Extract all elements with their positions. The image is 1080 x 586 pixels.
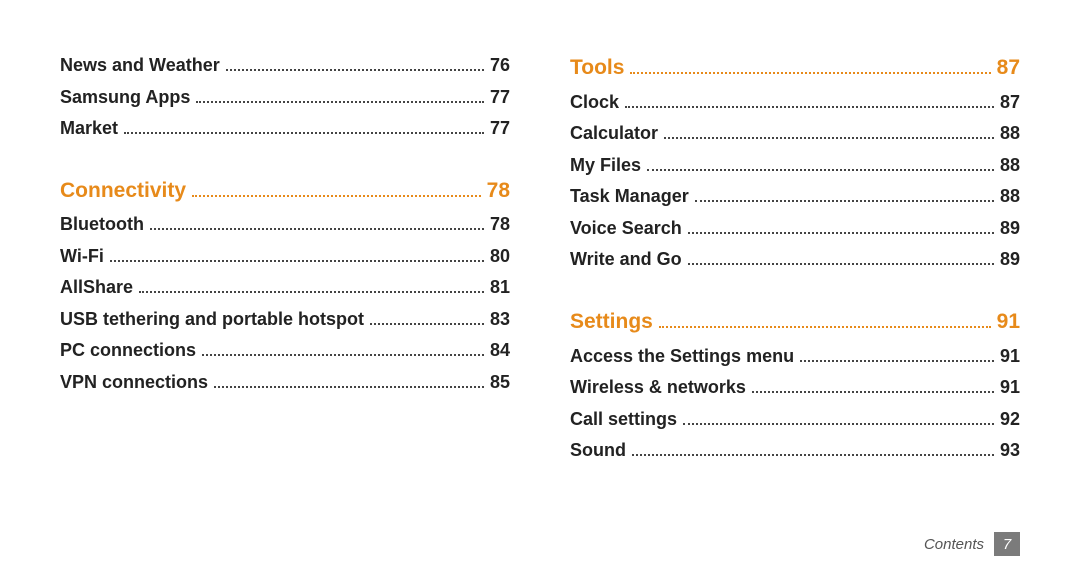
- toc-page-number: 83: [490, 304, 510, 336]
- toc-item-row[interactable]: My Files 88: [570, 150, 1020, 182]
- toc-item-label: Task Manager: [570, 181, 689, 213]
- toc-section-row[interactable]: Connectivity 78: [60, 173, 510, 210]
- toc-page-number: 91: [1000, 372, 1020, 404]
- toc-item-row[interactable]: Access the Settings menu 91: [570, 341, 1020, 373]
- toc-page-number: 88: [1000, 118, 1020, 150]
- right-column: Tools87Clock87Calculator88My Files88Task…: [570, 50, 1020, 512]
- toc-page-number: 87: [1000, 87, 1020, 119]
- toc-item-label: USB tethering and portable hotspot: [60, 304, 364, 336]
- toc-leader-dots: [695, 187, 994, 202]
- toc-item-label: Sound: [570, 435, 626, 467]
- toc-leader-dots: [214, 372, 484, 387]
- toc-section-label: Connectivity: [60, 173, 186, 210]
- toc-item-row[interactable]: Wi-Fi 80: [60, 241, 510, 273]
- toc-item-row[interactable]: News and Weather 76: [60, 50, 510, 82]
- toc-page-number: 93: [1000, 435, 1020, 467]
- footer-section-label: Contents: [924, 536, 984, 553]
- footer-page-number: 7: [994, 532, 1020, 556]
- toc-page-number: 87: [997, 50, 1020, 87]
- toc-item-label: Voice Search: [570, 213, 682, 245]
- toc-item-row[interactable]: PC connections 84: [60, 335, 510, 367]
- toc-item-label: Market: [60, 113, 118, 145]
- toc-page-number: 78: [487, 173, 510, 210]
- toc-leader-dots: [688, 250, 994, 265]
- toc-leader-dots: [196, 87, 484, 102]
- toc-item-row[interactable]: Task Manager 88: [570, 181, 1020, 213]
- toc-item-label: Bluetooth: [60, 209, 144, 241]
- toc-page-number: 91: [997, 304, 1020, 341]
- toc-leader-dots: [202, 341, 484, 356]
- toc-item-label: PC connections: [60, 335, 196, 367]
- toc-leader-dots: [632, 441, 994, 456]
- toc-item-label: VPN connections: [60, 367, 208, 399]
- toc-leader-dots: [683, 409, 994, 424]
- toc-page-number: 81: [490, 272, 510, 304]
- toc-item-label: Write and Go: [570, 244, 682, 276]
- toc-item-label: Clock: [570, 87, 619, 119]
- toc-leader-dots: [752, 378, 994, 393]
- toc-item-row[interactable]: AllShare 81: [60, 272, 510, 304]
- page-footer: Contents 7: [60, 532, 1020, 556]
- toc-leader-dots: [647, 155, 994, 170]
- toc-section-label: Settings: [570, 304, 653, 341]
- toc-page-number: 91: [1000, 341, 1020, 373]
- toc-page-number: 89: [1000, 213, 1020, 245]
- toc-item-row[interactable]: Bluetooth 78: [60, 209, 510, 241]
- toc-leader-dots: [630, 59, 990, 74]
- toc-item-row[interactable]: Wireless & networks 91: [570, 372, 1020, 404]
- toc-page-number: 84: [490, 335, 510, 367]
- toc-item-row[interactable]: Write and Go 89: [570, 244, 1020, 276]
- toc-section-label: Tools: [570, 50, 624, 87]
- toc-page-number: 76: [490, 50, 510, 82]
- toc-item-label: Wi-Fi: [60, 241, 104, 273]
- toc-item-row[interactable]: Call settings 92: [570, 404, 1020, 436]
- toc-item-label: Calculator: [570, 118, 658, 150]
- toc-item-row[interactable]: Sound 93: [570, 435, 1020, 467]
- toc-item-label: Wireless & networks: [570, 372, 746, 404]
- toc-page-number: 88: [1000, 150, 1020, 182]
- toc-leader-dots: [659, 312, 991, 327]
- toc-leader-dots: [800, 346, 994, 361]
- toc-section-row[interactable]: Tools 87: [570, 50, 1020, 87]
- toc-item-label: News and Weather: [60, 50, 220, 82]
- toc-leader-dots: [124, 119, 484, 134]
- toc-item-row[interactable]: Clock 87: [570, 87, 1020, 119]
- toc-page-number: 78: [490, 209, 510, 241]
- toc-item-label: Call settings: [570, 404, 677, 436]
- toc-item-row[interactable]: USB tethering and portable hotspot 83: [60, 304, 510, 336]
- toc-page-number: 77: [490, 82, 510, 114]
- toc-leader-dots: [226, 56, 484, 71]
- toc-item-row[interactable]: Calculator 88: [570, 118, 1020, 150]
- toc-leader-dots: [139, 278, 484, 293]
- toc-item-label: Access the Settings menu: [570, 341, 794, 373]
- toc-page-number: 89: [1000, 244, 1020, 276]
- toc-leader-dots: [192, 181, 481, 196]
- columns-container: News and Weather 76 Samsung Apps 77 Market 77…: [60, 50, 1020, 512]
- toc-section-row[interactable]: Settings 91: [570, 304, 1020, 341]
- toc-page-number: 92: [1000, 404, 1020, 436]
- toc-leader-dots: [150, 215, 484, 230]
- toc-page-number: 88: [1000, 181, 1020, 213]
- toc-item-label: AllShare: [60, 272, 133, 304]
- toc-leader-dots: [110, 246, 484, 261]
- toc-leader-dots: [370, 309, 484, 324]
- toc-page-number: 77: [490, 113, 510, 145]
- toc-item-label: Samsung Apps: [60, 82, 190, 114]
- toc-item-row[interactable]: VPN connections 85: [60, 367, 510, 399]
- toc-page-number: 85: [490, 367, 510, 399]
- contents-page: News and Weather76Samsung Apps77Market77…: [0, 0, 1080, 586]
- toc-item-row[interactable]: Samsung Apps 77: [60, 82, 510, 114]
- toc-page-number: 80: [490, 241, 510, 273]
- toc-leader-dots: [625, 92, 994, 107]
- toc-leader-dots: [664, 124, 994, 139]
- left-column: News and Weather 76 Samsung Apps 77 Market 77…: [60, 50, 510, 512]
- toc-item-row[interactable]: Voice Search 89: [570, 213, 1020, 245]
- toc-leader-dots: [688, 218, 994, 233]
- toc-item-row[interactable]: Market 77: [60, 113, 510, 145]
- toc-item-label: My Files: [570, 150, 641, 182]
